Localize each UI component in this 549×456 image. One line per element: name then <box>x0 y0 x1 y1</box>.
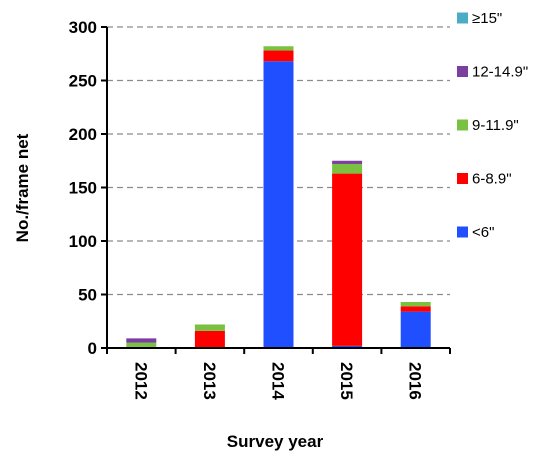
bar-segment-2012-2 <box>126 342 157 347</box>
legend-label: ≥15" <box>472 10 502 27</box>
bar-segment-2014-1 <box>263 50 294 62</box>
x-tick-label: 2012 <box>131 362 150 400</box>
x-tick-labels: 2012 2013 2014 2015 2016 <box>131 362 424 400</box>
legend-label: 9-11.9" <box>472 117 519 134</box>
legend-item: 12-14.9" <box>457 64 528 81</box>
legend-label: 6-8.9" <box>472 171 512 188</box>
x-tick-label: 2015 <box>337 362 356 400</box>
legend-swatch <box>457 12 468 24</box>
y-tick-labels: 0 50 100 150 200 250 300 <box>69 18 97 358</box>
legend-swatch <box>457 119 468 131</box>
y-tick-label: 0 <box>88 339 97 358</box>
axes <box>101 26 451 354</box>
legend-item: 9-11.9" <box>457 117 519 134</box>
bar-segment-2013-2 <box>194 324 225 331</box>
x-tick-label: 2013 <box>200 362 219 400</box>
y-tick-label: 100 <box>69 232 97 251</box>
x-tick-label: 2014 <box>269 362 288 400</box>
legend-item: ≥15" <box>457 10 502 27</box>
legend-item: 6-8.9" <box>457 171 512 188</box>
y-tick-label: 300 <box>69 18 97 37</box>
bar-segment-2015-0 <box>332 345 363 348</box>
legend-swatch <box>457 173 468 184</box>
bar-segment-2015-3 <box>332 160 363 164</box>
bars <box>126 46 431 349</box>
bar-segment-2012-3 <box>126 338 157 343</box>
y-tick-label: 200 <box>69 125 97 144</box>
bar-segment-2016-1 <box>400 306 431 312</box>
legend-label: 12-14.9" <box>472 64 528 81</box>
y-tick-label: 150 <box>69 179 97 198</box>
legend-swatch <box>457 226 468 238</box>
bar-segment-2015-2 <box>332 163 363 174</box>
x-axis-title: Survey year <box>227 432 324 451</box>
legend-label: <6" <box>472 224 494 241</box>
bar-segment-2016-0 <box>400 311 431 348</box>
y-tick-label: 250 <box>69 72 97 91</box>
bar-segment-2016-2 <box>400 301 431 307</box>
x-tick-label: 2016 <box>406 362 425 400</box>
bar-segment-2014-2 <box>263 46 294 51</box>
bar-segment-2015-1 <box>332 173 363 346</box>
legend-item: <6" <box>457 224 494 241</box>
legend-swatch <box>457 66 468 77</box>
bar-segment-2014-0 <box>263 61 294 349</box>
y-axis-title: No./frame net <box>13 133 32 242</box>
bar-segment-2013-1 <box>194 330 225 348</box>
y-tick-label: 50 <box>78 286 97 305</box>
legend: ≥15" 12-14.9" 9-11.9" 6-8.9" <6" <box>457 10 528 241</box>
